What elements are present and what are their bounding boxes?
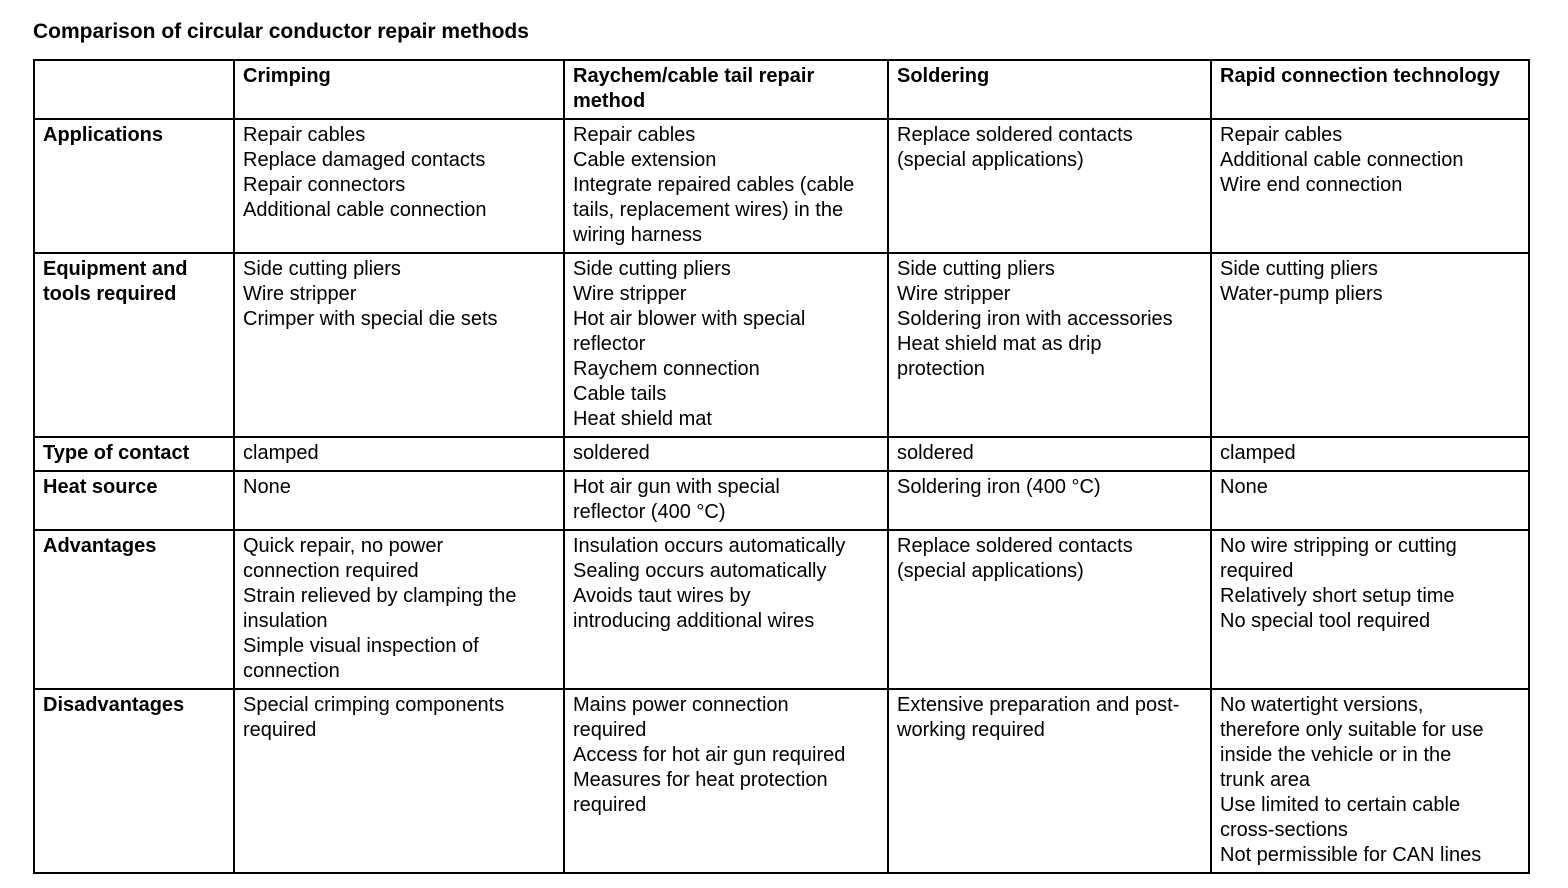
table-cell: Side cutting pliers Wire stripper Hot ai… [563, 252, 889, 438]
table-cell: Repair cables Additional cable connectio… [1210, 118, 1530, 254]
table-cell: Side cutting pliers Water-pump pliers [1210, 252, 1530, 438]
column-header-raychem: Raychem/cable tail repair method [563, 59, 889, 120]
table-cell: Hot air gun with special reflector (400 … [563, 470, 889, 531]
page-title: Comparison of circular conductor repair … [33, 20, 529, 43]
table-cell: Repair cables Cable extension Integrate … [563, 118, 889, 254]
row-label: Equipment and tools required [33, 252, 235, 438]
table-cell: Soldering iron (400 °C) [887, 470, 1212, 531]
table-cell: No wire stripping or cutting required Re… [1210, 529, 1530, 690]
row-label: Type of contact [33, 436, 235, 472]
row-label: Disadvantages [33, 688, 235, 874]
table-cell: Extensive preparation and post- working … [887, 688, 1212, 874]
table-row-type-of-contact: Type of contact clamped soldered soldere… [33, 436, 1530, 472]
table-cell: Quick repair, no power connection requir… [233, 529, 565, 690]
column-header-rapid-connection: Rapid connection technology [1210, 59, 1530, 120]
column-header-empty [33, 59, 235, 120]
table-cell: Replace soldered contacts (special appli… [887, 529, 1212, 690]
header-row: Crimping Raychem/cable tail repair metho… [33, 59, 1530, 120]
column-header-crimping: Crimping [233, 59, 565, 120]
table-row-equipment: Equipment and tools required Side cuttin… [33, 252, 1530, 438]
table-row-advantages: Advantages Quick repair, no power connec… [33, 529, 1530, 690]
table-cell: soldered [887, 436, 1212, 472]
row-label: Applications [33, 118, 235, 254]
table-row-heat-source: Heat source None Hot air gun with specia… [33, 470, 1530, 531]
table-cell: clamped [233, 436, 565, 472]
table-cell: None [233, 470, 565, 531]
table-cell: Repair cables Replace damaged contacts R… [233, 118, 565, 254]
table-cell: Special crimping components required [233, 688, 565, 874]
column-header-soldering: Soldering [887, 59, 1212, 120]
table-cell: clamped [1210, 436, 1530, 472]
table-row-disadvantages: Disadvantages Special crimping component… [33, 688, 1530, 874]
row-label: Advantages [33, 529, 235, 690]
table-cell: Side cutting pliers Wire stripper Crimpe… [233, 252, 565, 438]
row-label: Heat source [33, 470, 235, 531]
table-cell: No watertight versions, therefore only s… [1210, 688, 1530, 874]
table-cell: None [1210, 470, 1530, 531]
table-cell: soldered [563, 436, 889, 472]
table-cell: Replace soldered contacts (special appli… [887, 118, 1212, 254]
comparison-table: Crimping Raychem/cable tail repair metho… [33, 59, 1530, 874]
table-cell: Side cutting pliers Wire stripper Solder… [887, 252, 1212, 438]
table-cell: Mains power connection required Access f… [563, 688, 889, 874]
table-cell: Insulation occurs automatically Sealing … [563, 529, 889, 690]
table-row-applications: Applications Repair cables Replace damag… [33, 118, 1530, 254]
